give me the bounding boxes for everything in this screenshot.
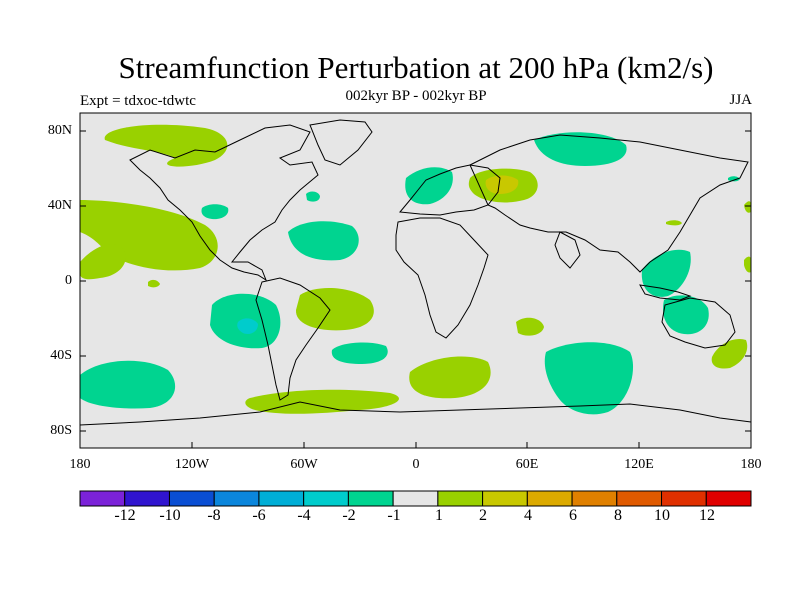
lon-label-0: 0 bbox=[412, 457, 420, 472]
map-subtitle: 002kyr BP - 002kyr BP bbox=[345, 88, 487, 104]
colorbar-box bbox=[437, 490, 484, 507]
negative-region-caspian-small bbox=[306, 191, 320, 202]
positive-region-tasman bbox=[711, 338, 748, 369]
colorbar-box bbox=[124, 490, 170, 507]
positive-region-arctic-pacific bbox=[104, 124, 228, 167]
colorbar-box bbox=[392, 490, 439, 507]
colorbar-box bbox=[705, 490, 752, 507]
colorbar-box bbox=[258, 490, 305, 507]
coast-europe bbox=[399, 164, 501, 216]
colorbar-label: 6 bbox=[569, 507, 577, 524]
colorbar-box bbox=[482, 490, 528, 507]
experiment-label: Expt = tdxoc-tdwtc bbox=[80, 93, 196, 109]
lat-label-0: 0 bbox=[65, 273, 72, 288]
coast-south-america bbox=[255, 277, 331, 401]
colorbar-label: -8 bbox=[207, 507, 221, 524]
colorbar-label: -2 bbox=[342, 507, 356, 524]
coast-greenland bbox=[309, 119, 373, 166]
negative-region-north-atlantic-mid bbox=[288, 221, 359, 261]
lon-label-120w: 120W bbox=[174, 457, 210, 472]
positive-region-small-pacific bbox=[148, 279, 160, 288]
colorbar-box bbox=[347, 490, 394, 507]
lon-label-60w: 60W bbox=[290, 457, 318, 472]
lon-label-180e: 180 bbox=[740, 457, 762, 472]
negative-region-australia bbox=[662, 295, 709, 335]
lat-label-80s: 80S bbox=[50, 423, 72, 438]
colorbar-label: 2 bbox=[479, 507, 487, 524]
colorbar-box bbox=[661, 490, 707, 507]
negative-region-east-edge-small bbox=[728, 176, 740, 182]
positive-regions bbox=[80, 124, 751, 414]
lat-label-40s: 40S bbox=[50, 348, 72, 363]
season-label: JJA bbox=[729, 92, 752, 108]
lat-label-80n: 80N bbox=[47, 123, 72, 138]
positive-region-south-indian bbox=[409, 356, 491, 399]
colorbar bbox=[79, 490, 752, 507]
colorbar-label: 12 bbox=[699, 507, 715, 524]
coast-north-america bbox=[129, 124, 319, 282]
positive-region-small-japan bbox=[666, 220, 682, 226]
positive-region-south-atlantic bbox=[295, 288, 374, 331]
coast-africa bbox=[395, 217, 489, 339]
map-title: Streamfunction Perturbation at 200 hPa (… bbox=[118, 50, 714, 85]
coastlines bbox=[79, 119, 752, 426]
positive-region-indian-small bbox=[516, 317, 544, 336]
coast-antarctica bbox=[79, 401, 752, 426]
lon-label-180w: 180 bbox=[69, 457, 91, 472]
colorbar-box bbox=[168, 490, 215, 507]
colorbar-box bbox=[79, 490, 126, 507]
colorbar-label: 4 bbox=[524, 507, 532, 524]
colorbar-label: 10 bbox=[654, 507, 670, 524]
colorbar-label: -6 bbox=[252, 507, 266, 524]
negative-region-south-indian bbox=[544, 342, 634, 415]
negative-region-southern-pacific bbox=[80, 360, 176, 409]
colorbar-box bbox=[213, 490, 260, 507]
axis-ticks bbox=[79, 130, 752, 448]
colorbar-box bbox=[526, 490, 573, 507]
coast-asia bbox=[469, 134, 749, 273]
positive-region-east-edge2 bbox=[744, 256, 751, 273]
negative-region-scandinavia bbox=[405, 167, 453, 205]
positive-core-central-asia bbox=[485, 175, 519, 194]
negative-region-western-pacific bbox=[641, 249, 691, 297]
negative-core-south-pacific bbox=[237, 318, 258, 334]
positive-region-north-pacific-west bbox=[80, 243, 126, 280]
colorbar-label: 1 bbox=[435, 507, 443, 524]
coast-indonesia bbox=[639, 284, 692, 301]
negative-region-atlantic-small bbox=[201, 204, 229, 220]
colorbar-box bbox=[571, 490, 618, 507]
colorbar-label: -10 bbox=[159, 507, 181, 524]
negative-region-arctic-asia bbox=[534, 132, 627, 166]
positive-region-southern-ocean bbox=[245, 389, 399, 414]
plot-area bbox=[80, 113, 751, 448]
lat-label-40n: 40N bbox=[47, 198, 72, 213]
lon-label-120e: 120E bbox=[624, 457, 654, 472]
lon-label-60e: 60E bbox=[515, 457, 539, 472]
positive-region-east-edge bbox=[744, 201, 751, 213]
colorbar-label: -12 bbox=[114, 507, 136, 524]
negative-region-south-atlantic-small bbox=[331, 342, 388, 364]
colorbar-label: -1 bbox=[387, 507, 401, 524]
negative-regions bbox=[80, 132, 740, 415]
coast-india bbox=[554, 231, 581, 269]
colorbar-label: -4 bbox=[297, 507, 311, 524]
colorbar-box bbox=[616, 490, 663, 507]
colorbar-label: 8 bbox=[614, 507, 622, 524]
coast-australia bbox=[661, 297, 736, 349]
colorbar-box bbox=[303, 490, 349, 507]
